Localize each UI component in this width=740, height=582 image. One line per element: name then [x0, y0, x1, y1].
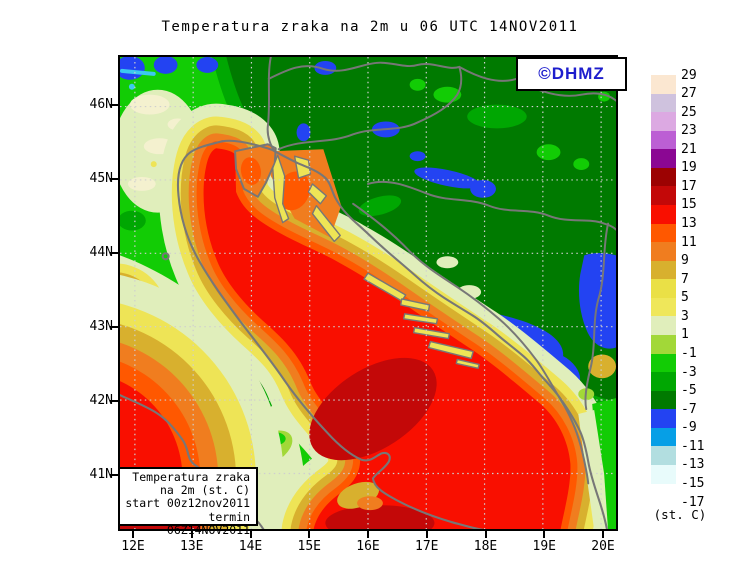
adriatic-islands — [272, 154, 480, 370]
lat-tick-mark — [110, 178, 118, 180]
lat-tick-label: 46N — [89, 97, 113, 112]
lon-tick-label: 18E — [473, 539, 498, 554]
lat-tick-mark — [110, 400, 118, 402]
legend-swatch — [651, 260, 676, 280]
legend-swatch — [651, 223, 676, 243]
legend-tick-label: 1 — [681, 327, 689, 343]
legend-tick-label: -1 — [681, 346, 697, 362]
kvarner-istria — [234, 143, 342, 238]
legend-tick-label: 3 — [681, 308, 689, 324]
lon-tick-label: 16E — [356, 539, 380, 554]
info-line-1: Temperatura zraka — [132, 470, 250, 484]
lon-tick-label: 13E — [180, 539, 204, 554]
legend-tick-label: -9 — [681, 420, 697, 436]
lon-tick-mark — [484, 531, 487, 538]
lat-tick-mark — [110, 104, 118, 106]
info-line-4: termin 06Z14NOV2011 — [166, 509, 250, 537]
lat-tick-label: 42N — [89, 393, 113, 408]
legend-tick-label: -3 — [681, 364, 697, 380]
graticule-grid — [120, 57, 616, 529]
legend-tick-label: 27 — [681, 86, 697, 102]
lon-tick-mark — [543, 531, 546, 538]
legend-swatch — [651, 130, 676, 150]
info-line-3: start 00z12nov2011 — [125, 496, 250, 511]
run-info-box: Temperatura zraka na 2m (st. C) start 00… — [118, 467, 258, 537]
lon-tick-label: 17E — [415, 539, 439, 554]
legend-swatch — [651, 409, 676, 428]
legend-swatch — [651, 464, 676, 484]
legend-tick-label: 11 — [681, 234, 697, 250]
legend-swatch — [651, 93, 676, 113]
legend-tick-label: -11 — [681, 438, 705, 454]
lon-tick-mark — [249, 531, 252, 538]
legend-tick-label: 19 — [681, 160, 697, 176]
legend-swatch — [651, 446, 676, 465]
legend-swatch — [651, 372, 676, 391]
legend-swatch — [651, 112, 676, 131]
lon-tick-mark — [425, 531, 428, 538]
legend-tick-label: 13 — [681, 216, 697, 232]
legend-swatch — [651, 334, 676, 354]
page-title: Temperatura zraka na 2m u 06 UTC 14NOV20… — [161, 19, 579, 35]
legend-swatch — [651, 353, 676, 373]
lon-tick-mark — [367, 531, 369, 538]
lon-tick-mark — [190, 531, 193, 538]
lon-tick-label: 20E — [591, 539, 615, 554]
lon-tick-mark — [132, 531, 134, 538]
temperature-shaded-map — [120, 57, 616, 529]
legend-tick-label: -7 — [681, 401, 697, 417]
legend-swatch — [651, 167, 676, 187]
legend-tick-label: 17 — [681, 178, 697, 194]
lon-tick-label: 19E — [532, 539, 556, 554]
legend-tick-label: 21 — [681, 141, 697, 157]
legend-swatch — [651, 297, 676, 317]
legend-swatch — [651, 427, 676, 447]
lon-tick-mark — [308, 531, 311, 538]
legend-tick-label: 15 — [681, 197, 697, 213]
legend-swatch — [651, 316, 676, 335]
legend-swatch — [651, 204, 676, 224]
legend-tick-label: -5 — [681, 383, 697, 399]
legend-tick-label: 29 — [681, 67, 697, 83]
legend-swatch — [651, 390, 676, 410]
legend-unit-label: (st. C) — [653, 507, 707, 522]
lat-tick-label: 41N — [89, 467, 113, 482]
lon-tick-mark — [602, 531, 604, 538]
legend-swatch — [651, 75, 676, 94]
dhmz-watermark: ©DHMZ — [516, 57, 627, 91]
lon-tick-label: 14E — [238, 539, 263, 554]
legend-swatch — [651, 483, 676, 503]
legend-tick-label: 25 — [681, 104, 697, 120]
legend-tick-label: 7 — [681, 271, 689, 287]
legend-tick-label: -13 — [681, 457, 705, 473]
legend-swatch — [651, 279, 676, 298]
lon-tick-label: 12E — [121, 539, 145, 554]
legend-tick-label: 23 — [681, 123, 697, 139]
legend-tick-label: -17 — [681, 494, 705, 510]
map-plot-area — [118, 55, 618, 531]
lat-tick-mark — [110, 326, 118, 328]
lon-tick-label: 15E — [297, 539, 321, 554]
legend-swatch — [651, 186, 676, 205]
legend-swatch — [651, 149, 676, 168]
legend-tick-label: -15 — [681, 476, 705, 492]
dhmz-label: ©DHMZ — [538, 64, 605, 83]
legend-tick-label: 9 — [681, 253, 689, 269]
dalmatia-pale-spots — [436, 256, 482, 299]
lat-tick-label: 44N — [89, 245, 113, 260]
lat-tick-label: 43N — [89, 319, 113, 334]
legend-tick-label: 5 — [681, 290, 689, 306]
lat-tick-mark — [110, 252, 118, 254]
legend-swatch — [651, 242, 676, 261]
lat-tick-label: 45N — [89, 171, 113, 186]
lat-tick-mark — [110, 474, 118, 476]
info-line-2: na 2m (st. C) — [159, 483, 250, 498]
